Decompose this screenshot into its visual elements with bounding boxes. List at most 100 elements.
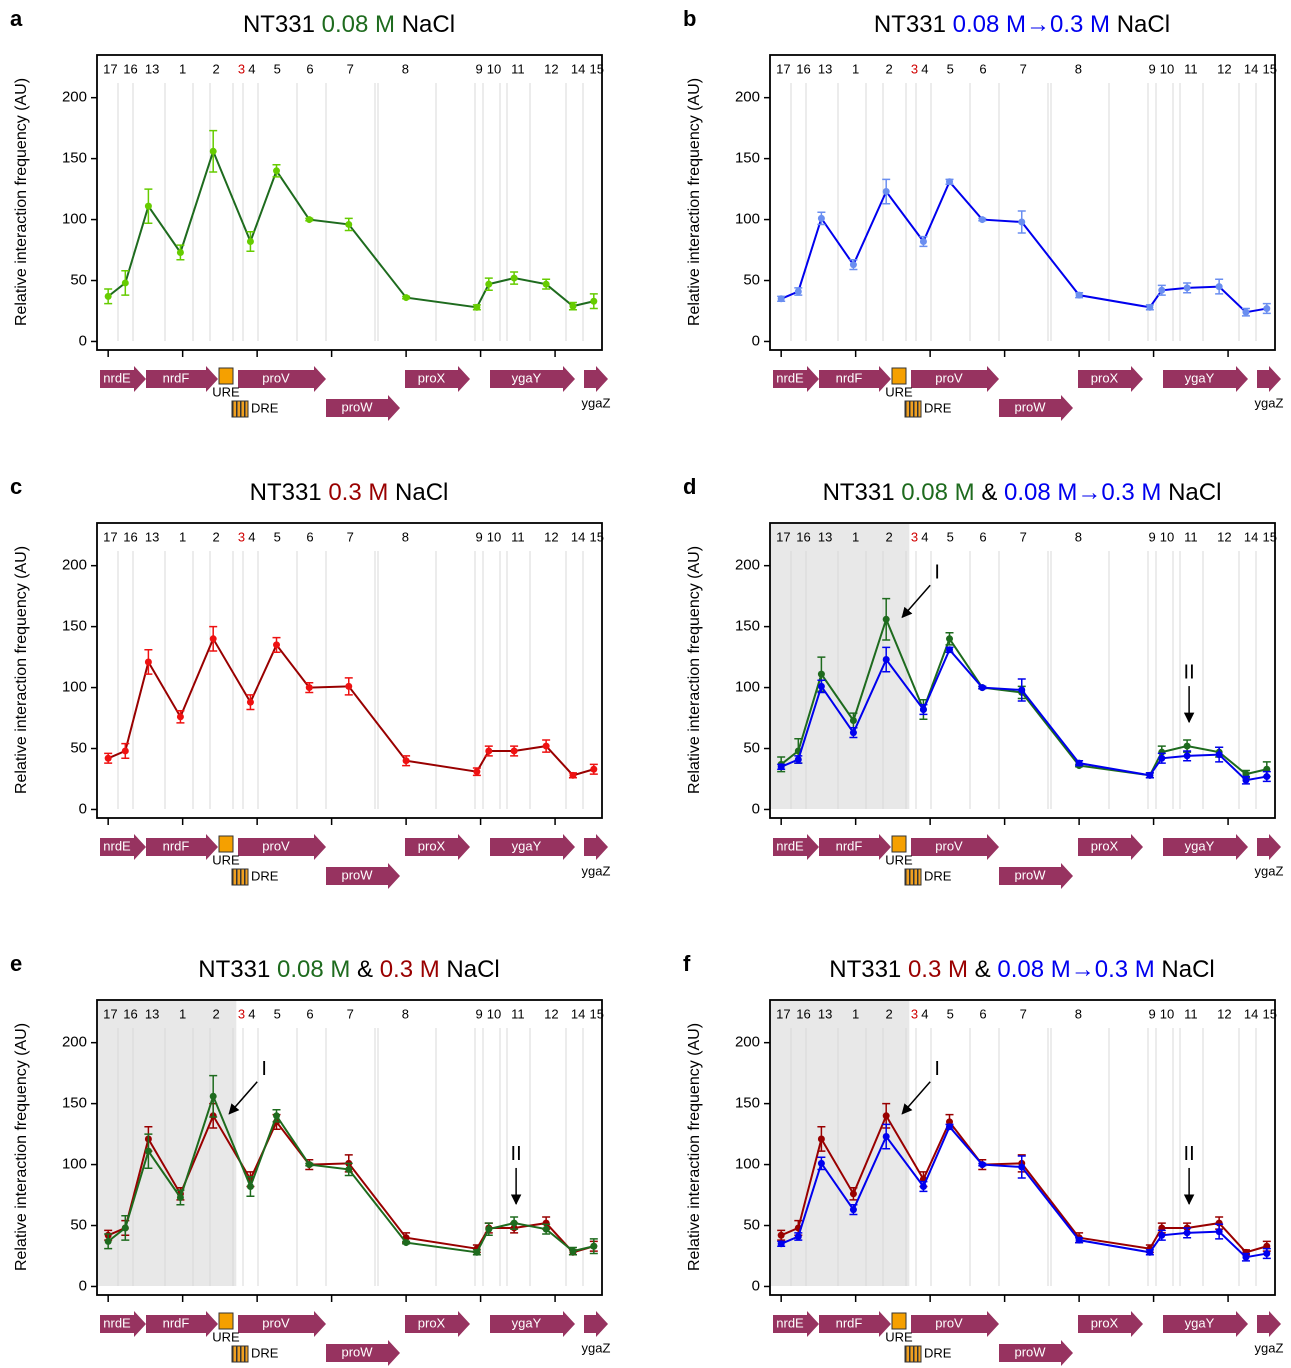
data-point	[1146, 771, 1154, 779]
title-part: NT331	[874, 11, 946, 38]
gene-arrow	[1163, 366, 1248, 392]
data-point	[590, 297, 598, 305]
y-tick-label: 100	[735, 211, 760, 228]
title-part: NaCl	[446, 956, 499, 983]
data-point	[176, 248, 184, 256]
gene-arrow	[1163, 1311, 1248, 1337]
gene-label: ygaZ	[582, 1340, 611, 1355]
annotation-arrow	[901, 1081, 931, 1115]
data-point	[485, 1225, 493, 1233]
fragment-label: 12	[1217, 61, 1231, 76]
data-point	[569, 771, 577, 779]
gene-label: nrdF	[163, 838, 190, 853]
gene-arrow	[146, 366, 218, 392]
fragment-label: 10	[487, 529, 501, 544]
fragment-label: 10	[1160, 61, 1174, 76]
site-label: DRE	[924, 868, 952, 883]
gene-arrow	[1257, 366, 1281, 392]
gene-arrow	[999, 863, 1073, 889]
dre-site	[231, 1345, 249, 1363]
gene-arrow	[326, 1340, 400, 1366]
gene-label: proX	[418, 838, 446, 853]
gene-label: proW	[1014, 1344, 1046, 1359]
gene-arrow	[999, 395, 1073, 421]
gene-label: nrdF	[163, 1315, 190, 1330]
fragment-label: 11	[1184, 1006, 1198, 1021]
data-point	[1183, 752, 1191, 760]
fragment-label: 4	[248, 529, 255, 544]
y-tick-label: 50	[70, 271, 87, 288]
title-part: NT331	[250, 479, 322, 506]
title-part: 0.08 M	[322, 11, 395, 38]
fragment-label: 4	[248, 1006, 255, 1021]
gene-arrow	[584, 1311, 608, 1337]
site-label: DRE	[924, 1345, 952, 1360]
data-point	[946, 178, 954, 186]
y-axis-label: Relative interaction frequency (AU)	[686, 78, 703, 326]
gene-arrow	[773, 1311, 819, 1337]
y-axis-label: Relative interaction frequency (AU)	[686, 1023, 703, 1271]
gene-arrow	[819, 366, 891, 392]
dre-site	[904, 400, 922, 418]
gene-label: nrdF	[836, 838, 863, 853]
data-point	[209, 1092, 217, 1100]
y-tick-label: 150	[62, 150, 87, 167]
shaded-region	[97, 1000, 237, 1286]
fragment-label: 14	[571, 529, 585, 544]
annotation: II	[511, 1143, 522, 1165]
site-label: DRE	[251, 1345, 279, 1360]
fragment-label: 6	[979, 529, 986, 544]
fragment-label: 9	[1148, 529, 1155, 544]
title-part: 0.3 M	[328, 479, 388, 506]
fragment-label: 7	[1020, 1006, 1027, 1021]
data-point	[542, 742, 550, 750]
data-point	[946, 635, 954, 643]
plot-frame	[769, 522, 1276, 819]
fragment-label: 11	[511, 61, 525, 76]
gene-label: nrdE	[776, 838, 804, 853]
gene-arrow	[911, 366, 999, 392]
gene-label: ygaZ	[1255, 863, 1284, 878]
fragment-label: 13	[818, 1006, 832, 1021]
data-point	[209, 147, 217, 155]
data-point	[978, 216, 986, 224]
data-point	[1158, 1231, 1166, 1239]
gene-label: ygaY	[1185, 370, 1215, 385]
fragment-label: 16	[123, 61, 137, 76]
y-tick-label: 150	[735, 1095, 760, 1112]
y-axis-label: Relative interaction frequency (AU)	[13, 546, 30, 794]
data-point	[978, 684, 986, 692]
y-tick-label: 50	[70, 1216, 87, 1233]
site-label: URE	[885, 1329, 913, 1344]
fragment-label: 2	[213, 61, 220, 76]
gene-arrow	[1257, 834, 1281, 860]
ure-site	[891, 1312, 907, 1330]
gene-label: nrdE	[776, 1315, 804, 1330]
fragment-label: 12	[544, 1006, 558, 1021]
data-point	[1183, 1229, 1191, 1237]
data-point	[176, 1193, 184, 1201]
data-point	[1263, 305, 1271, 313]
dre-site	[904, 1345, 922, 1363]
gene-arrow	[238, 1311, 326, 1337]
data-point	[777, 295, 785, 303]
data-point	[817, 1135, 825, 1143]
fragment-label: 7	[1020, 61, 1027, 76]
data-point	[1183, 742, 1191, 750]
fragment-label: 5	[947, 529, 954, 544]
annotation: I	[934, 562, 940, 584]
series-line	[107, 1093, 595, 1254]
data-point	[849, 1206, 857, 1214]
fragment-label: 2	[213, 1006, 220, 1021]
data-point	[817, 214, 825, 222]
data-point	[485, 747, 493, 755]
fragment-label: 6	[979, 61, 986, 76]
data-point	[569, 1247, 577, 1255]
gene-arrow	[773, 834, 819, 860]
gene-label: proW	[1014, 867, 1046, 882]
data-point	[121, 747, 129, 755]
